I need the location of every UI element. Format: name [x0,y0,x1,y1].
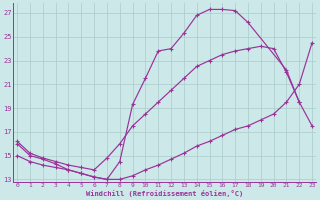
X-axis label: Windchill (Refroidissement éolien,°C): Windchill (Refroidissement éolien,°C) [86,190,243,197]
